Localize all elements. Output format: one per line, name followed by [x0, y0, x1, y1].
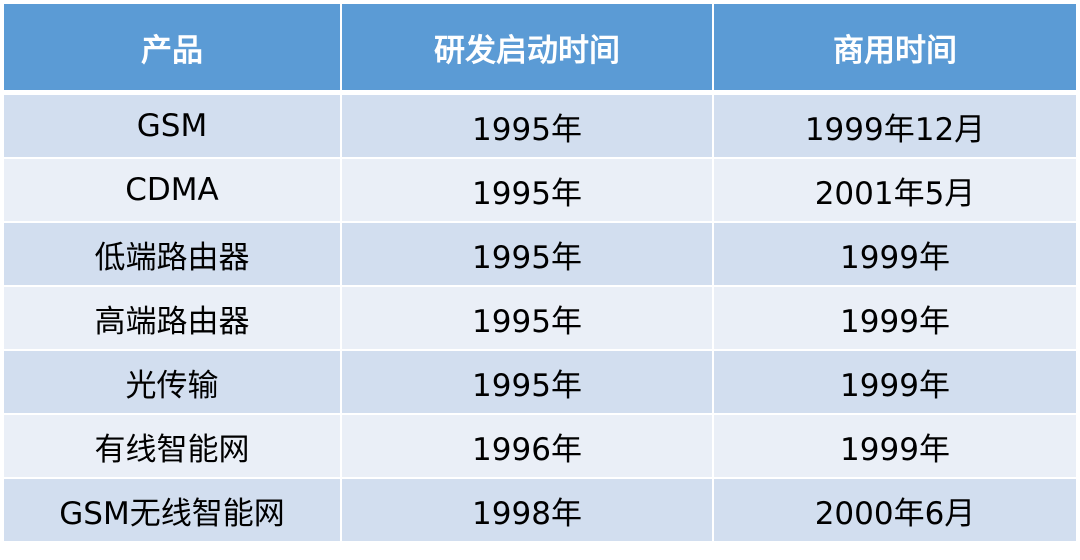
header-row: 产品 研发启动时间 商用时间 [2, 2, 1078, 95]
table-row: 高端路由器 1995年 1999年 [2, 285, 1078, 351]
commercial-cell: 1999年 [712, 221, 1078, 287]
rd-start-cell: 1996年 [340, 413, 714, 479]
product-cell: CDMA [2, 157, 342, 223]
commercial-cell: 1999年12月 [712, 91, 1078, 159]
product-cell: 光传输 [2, 349, 342, 415]
rd-start-cell: 1995年 [340, 91, 714, 159]
product-cell: GSM无线智能网 [2, 477, 342, 543]
rd-start-cell: 1995年 [340, 157, 714, 223]
header-rd-start: 研发启动时间 [340, 2, 714, 95]
table-row: CDMA 1995年 2001年5月 [2, 157, 1078, 223]
table-row: 低端路由器 1995年 1999年 [2, 221, 1078, 287]
product-timeline-table: 产品 研发启动时间 商用时间 GSM 1995年 1999年12月 CDMA 1995年… [2, 2, 1078, 543]
product-cell: 有线智能网 [2, 413, 342, 479]
commercial-cell: 2000年6月 [712, 477, 1078, 543]
product-cell: 高端路由器 [2, 285, 342, 351]
table-row: 有线智能网 1996年 1999年 [2, 413, 1078, 479]
table-row: GSM 1995年 1999年12月 [2, 91, 1078, 159]
header-commercial: 商用时间 [712, 2, 1078, 95]
product-cell: 低端路由器 [2, 221, 342, 287]
commercial-cell: 1999年 [712, 285, 1078, 351]
product-cell: GSM [2, 91, 342, 159]
rd-start-cell: 1998年 [340, 477, 714, 543]
rd-start-cell: 1995年 [340, 285, 714, 351]
rd-start-cell: 1995年 [340, 349, 714, 415]
table-row: GSM无线智能网 1998年 2000年6月 [2, 477, 1078, 543]
commercial-cell: 1999年 [712, 349, 1078, 415]
commercial-cell: 1999年 [712, 413, 1078, 479]
table-row: 光传输 1995年 1999年 [2, 349, 1078, 415]
rd-start-cell: 1995年 [340, 221, 714, 287]
commercial-cell: 2001年5月 [712, 157, 1078, 223]
header-product: 产品 [2, 2, 342, 95]
